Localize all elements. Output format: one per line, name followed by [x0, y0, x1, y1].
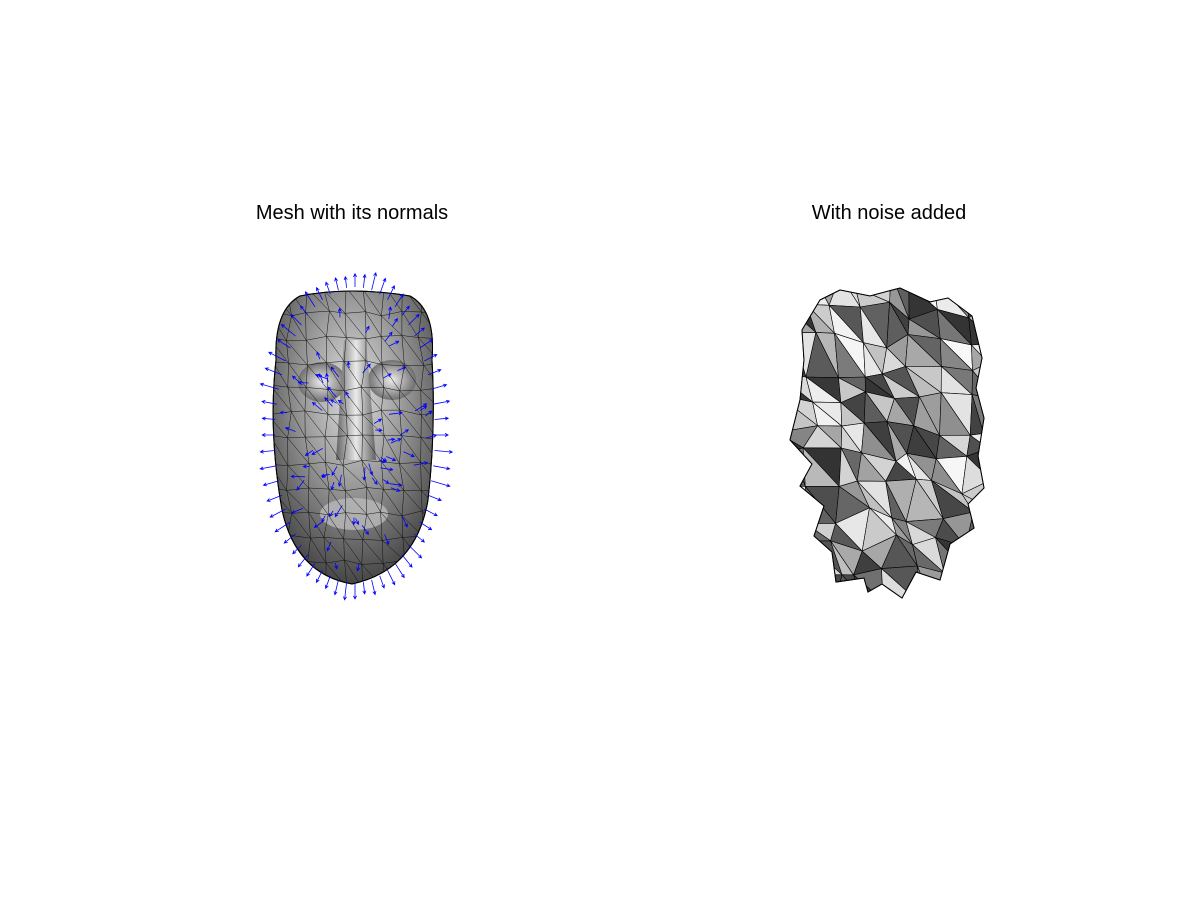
right-panel-title: With noise added [811, 202, 967, 224]
mouth-region [320, 498, 388, 530]
noisy-face-mesh [789, 287, 985, 599]
left-panel-title: Mesh with its normals [255, 202, 449, 224]
nose-ridge [336, 340, 376, 460]
noisy-facets [790, 288, 984, 598]
face-mesh-with-normals [259, 271, 454, 601]
normal-vectors [259, 271, 454, 601]
right-eye-region [368, 360, 416, 400]
